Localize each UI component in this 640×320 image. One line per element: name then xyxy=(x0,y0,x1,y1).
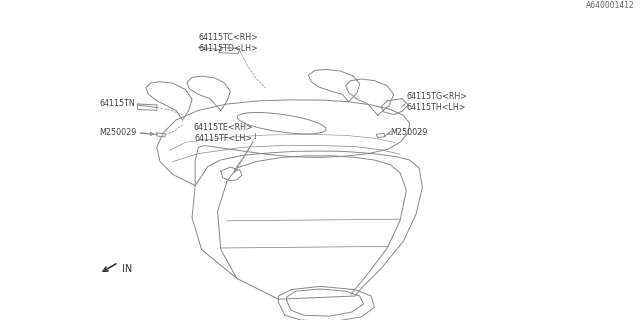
Text: 64115TC<RH>
64115TD<LH>: 64115TC<RH> 64115TD<LH> xyxy=(198,33,259,53)
Text: 64115TN: 64115TN xyxy=(99,100,135,108)
Text: M250029: M250029 xyxy=(99,128,136,137)
Text: 64115TE<RH>
64115TF<LH>: 64115TE<RH> 64115TF<LH> xyxy=(193,123,253,143)
Text: M250029: M250029 xyxy=(390,128,428,137)
Text: IN: IN xyxy=(122,264,132,274)
Text: 64115TG<RH>
64115TH<LH>: 64115TG<RH> 64115TH<LH> xyxy=(406,92,467,112)
Text: A640001412: A640001412 xyxy=(586,1,635,10)
